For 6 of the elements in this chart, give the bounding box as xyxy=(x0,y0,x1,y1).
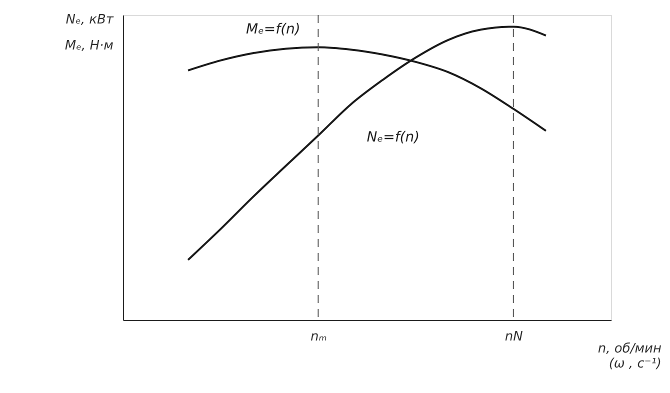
x-tick-label: nₘ xyxy=(310,330,327,344)
y-axis-title: Nₑ, кВт Mₑ, Н·м xyxy=(64,12,114,54)
x-tick-label: nN xyxy=(504,330,524,344)
x-axis-title: n, об/мин (ω , с⁻¹) xyxy=(598,342,662,372)
series-label: Mₑ=f(n) xyxy=(246,21,300,38)
text: Nₑ=f(n) xyxy=(366,130,420,146)
